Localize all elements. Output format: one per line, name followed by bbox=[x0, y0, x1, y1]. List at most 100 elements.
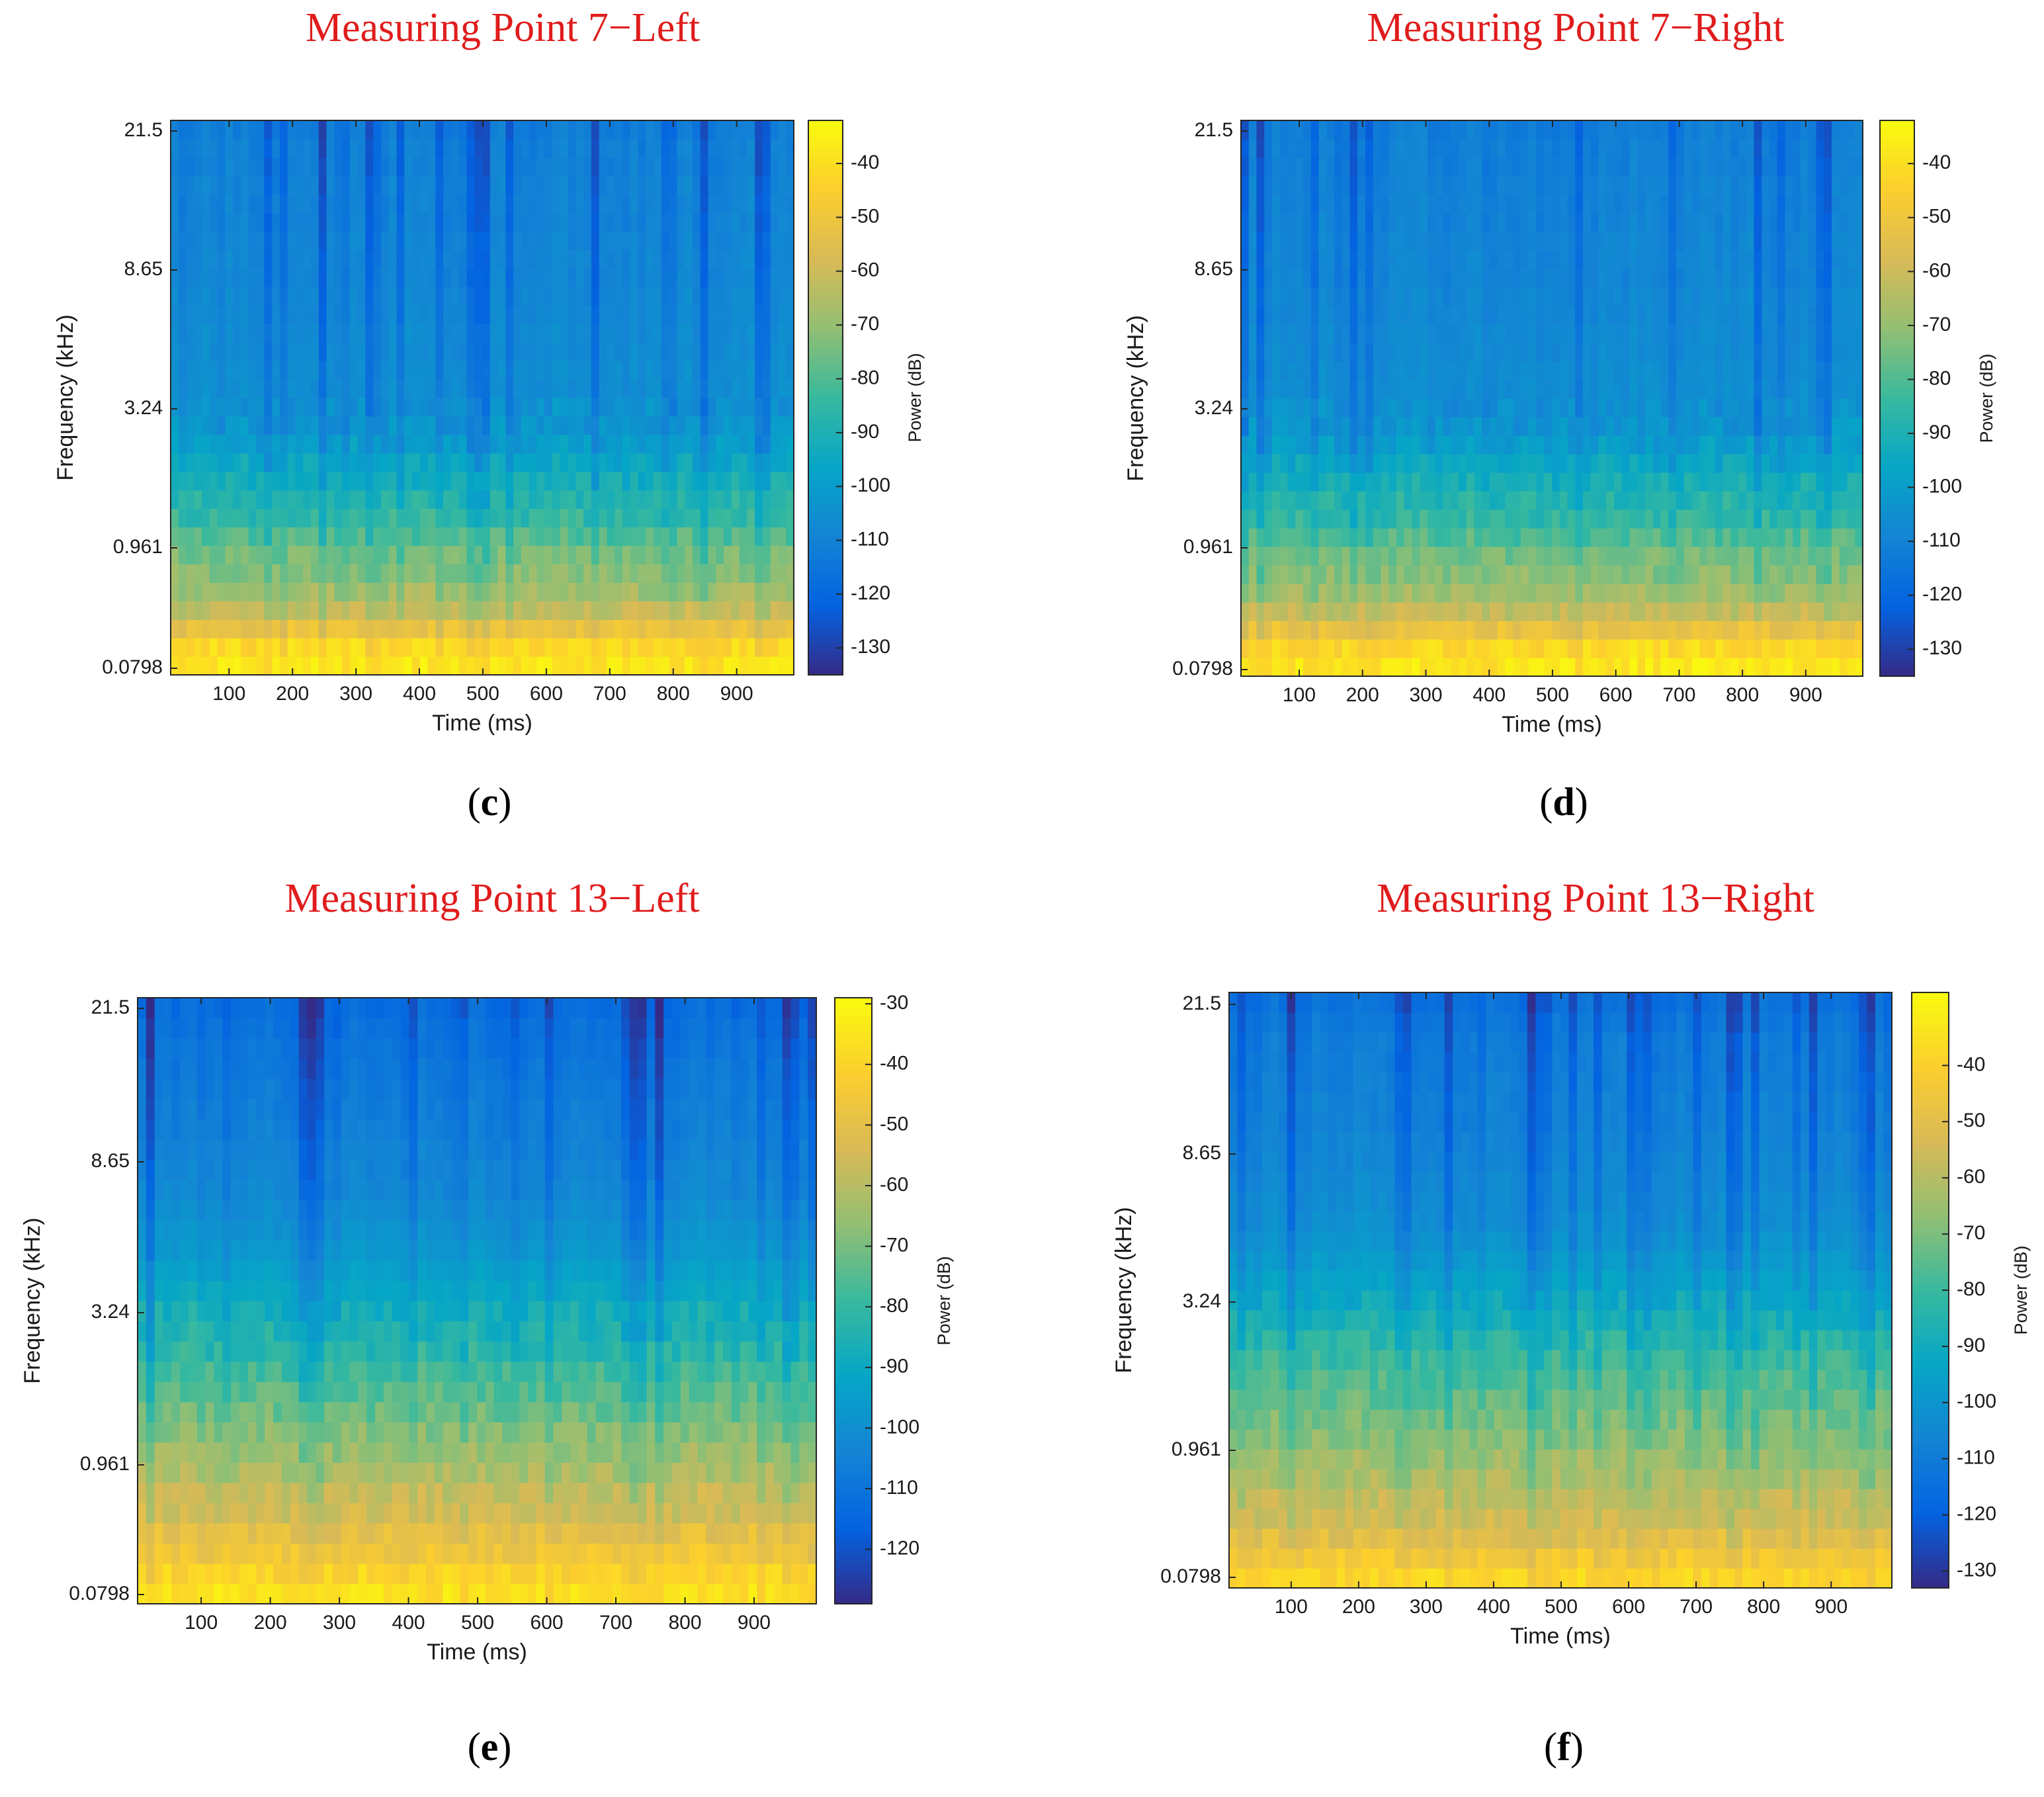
heatmap-cell bbox=[615, 416, 623, 435]
heatmap-cell bbox=[708, 361, 716, 380]
heatmap-cell bbox=[1373, 491, 1382, 510]
heatmap-cell bbox=[591, 564, 600, 583]
heatmap-cell bbox=[412, 471, 421, 491]
heatmap-cell bbox=[1412, 435, 1420, 455]
heatmap-cell bbox=[613, 1583, 622, 1604]
x-tick-label: 900 bbox=[720, 683, 753, 705]
heatmap-cell bbox=[583, 471, 592, 491]
heatmap-cell bbox=[412, 175, 421, 195]
heatmap-cell bbox=[404, 157, 413, 177]
heatmap-cell bbox=[1839, 250, 1848, 269]
heatmap-cell bbox=[770, 305, 779, 324]
heatmap-cell bbox=[1474, 120, 1482, 140]
heatmap-cell bbox=[396, 434, 405, 454]
heatmap-cell bbox=[396, 638, 405, 657]
heatmap-cell bbox=[552, 656, 561, 676]
heatmap-cell bbox=[1614, 565, 1623, 584]
heatmap-cell bbox=[607, 286, 615, 306]
heatmap-cell bbox=[1793, 435, 1801, 455]
heatmap-cell bbox=[1412, 287, 1420, 306]
heatmap-cell bbox=[716, 601, 724, 620]
heatmap-cell bbox=[700, 471, 709, 491]
heatmap-cell bbox=[607, 619, 615, 638]
heatmap-cell bbox=[1256, 621, 1265, 640]
heatmap-cell bbox=[1683, 491, 1693, 510]
heatmap-cell bbox=[194, 231, 202, 251]
heatmap-cell bbox=[1715, 361, 1724, 380]
heatmap-cell bbox=[1482, 491, 1490, 510]
heatmap-cell bbox=[450, 231, 460, 251]
heatmap-cell bbox=[1272, 417, 1281, 436]
heatmap-cell bbox=[497, 324, 506, 343]
heatmap-cell bbox=[1318, 306, 1327, 325]
heatmap-cell bbox=[450, 434, 460, 454]
heatmap-cell bbox=[1466, 157, 1475, 177]
heatmap-cell bbox=[326, 286, 335, 306]
heatmap-cell bbox=[692, 527, 701, 547]
heatmap-cell bbox=[1256, 287, 1265, 306]
heatmap-cell bbox=[1474, 454, 1482, 473]
heatmap-cell bbox=[458, 268, 468, 287]
heatmap-cell bbox=[1341, 195, 1351, 214]
heatmap-cell bbox=[1435, 602, 1444, 621]
heatmap-cell bbox=[1490, 398, 1498, 417]
heatmap-cell bbox=[1536, 509, 1545, 529]
colorbar bbox=[1879, 120, 1915, 677]
heatmap-cell bbox=[747, 638, 755, 657]
heatmap-cell bbox=[521, 268, 530, 287]
heatmap-cell bbox=[1567, 157, 1576, 177]
heatmap-cell bbox=[171, 324, 179, 343]
heatmap-cell bbox=[1754, 120, 1762, 140]
heatmap-cell bbox=[1847, 269, 1855, 288]
heatmap-cell bbox=[217, 471, 226, 491]
heatmap-cell bbox=[380, 249, 390, 269]
heatmap-cell bbox=[529, 638, 538, 657]
heatmap-cell bbox=[303, 342, 312, 361]
heatmap-cell bbox=[482, 305, 491, 324]
heatmap-cell bbox=[568, 434, 576, 454]
heatmap-cell bbox=[1341, 361, 1351, 380]
heatmap-cell bbox=[1272, 435, 1281, 455]
heatmap-cell bbox=[388, 305, 398, 324]
heatmap-cell bbox=[1583, 250, 1592, 269]
heatmap-cell bbox=[178, 416, 187, 435]
heatmap-cell bbox=[770, 212, 779, 232]
heatmap-cell bbox=[1326, 658, 1335, 677]
heatmap-cell bbox=[326, 194, 335, 214]
heatmap-cell bbox=[388, 342, 398, 361]
heatmap-cell bbox=[1474, 417, 1482, 436]
heatmap-cell bbox=[194, 656, 202, 676]
heatmap-cell bbox=[552, 508, 561, 528]
heatmap-cell bbox=[1272, 380, 1281, 399]
heatmap-cell bbox=[778, 324, 787, 343]
heatmap-cell bbox=[310, 582, 319, 601]
heatmap-cell bbox=[708, 471, 716, 491]
heatmap-cell bbox=[677, 398, 685, 417]
heatmap-cell bbox=[248, 286, 257, 306]
heatmap-cell bbox=[450, 361, 460, 380]
heatmap-cell bbox=[1590, 565, 1599, 584]
heatmap-cell bbox=[1676, 417, 1685, 436]
heatmap-cell bbox=[615, 656, 623, 676]
heatmap-cell bbox=[1248, 584, 1257, 603]
heatmap-cell bbox=[1427, 602, 1436, 621]
heatmap-cell bbox=[1730, 120, 1739, 140]
heatmap-cell bbox=[295, 527, 304, 547]
heatmap-cell bbox=[1341, 491, 1351, 510]
heatmap-cell bbox=[1505, 491, 1513, 510]
heatmap-cell bbox=[490, 194, 499, 214]
heatmap-cell bbox=[599, 175, 608, 195]
heatmap-cell bbox=[638, 490, 646, 509]
heatmap-cell bbox=[1287, 602, 1296, 621]
heatmap-cell bbox=[171, 490, 179, 509]
heatmap-cell bbox=[708, 120, 716, 140]
heatmap-cell bbox=[778, 175, 787, 195]
heatmap-cell bbox=[1490, 528, 1498, 547]
heatmap-cell bbox=[427, 434, 436, 454]
heatmap-cell bbox=[217, 324, 226, 343]
heatmap-cell bbox=[1614, 324, 1623, 343]
heatmap-cell bbox=[1598, 398, 1607, 417]
heatmap-cell bbox=[1769, 250, 1778, 269]
heatmap-cell bbox=[1676, 176, 1685, 195]
heatmap-cell bbox=[1326, 213, 1335, 232]
